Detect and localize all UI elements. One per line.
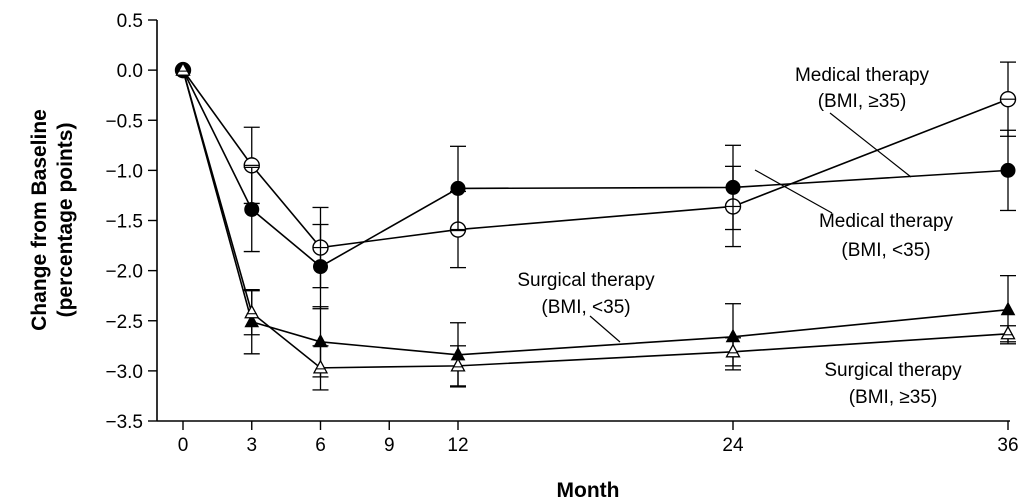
y-tick-label: −3.0 <box>105 362 143 383</box>
y-tick-label: 0.5 <box>117 11 143 32</box>
y-tick-label: −3.5 <box>105 412 143 433</box>
series-layer <box>174 61 1017 391</box>
x-axis-title: Month <box>557 479 620 502</box>
marker-triangle <box>244 304 260 319</box>
series-4 <box>175 61 1016 391</box>
leader-line <box>754 169 833 214</box>
series-label-1: Medical therapy (BMI, ≥35) <box>795 65 930 178</box>
series-line <box>182 69 1009 249</box>
series-label-2: Medical therapy (BMI, <35) <box>754 169 954 261</box>
y-tick-label: −2.5 <box>105 312 143 333</box>
marker-open-triangle <box>1000 325 1016 340</box>
leader-line <box>589 315 621 343</box>
series-label-line: Medical therapy <box>819 211 954 232</box>
x-tick-label: 12 <box>447 435 468 456</box>
x-tick-label: 36 <box>997 435 1018 456</box>
marker-filled-triangle <box>1000 301 1016 316</box>
marker-open-circle <box>243 157 260 174</box>
marker-filled-circle <box>725 179 741 195</box>
marker-open-triangle <box>175 61 191 76</box>
series-label-line: (BMI, <35) <box>541 297 630 318</box>
marker-triangle <box>725 343 741 358</box>
leader-line <box>829 112 912 178</box>
y-tick-label: −1.0 <box>105 161 143 182</box>
x-tick-label: 0 <box>178 435 189 456</box>
axes: 0.50.0−0.5−1.0−1.5−2.0−2.5−3.0−3.50 3 6 9 12… <box>105 11 1018 456</box>
marker-filled-circle <box>313 259 328 275</box>
series-2 <box>175 62 1016 310</box>
series-label-line: Medical therapy <box>795 65 930 86</box>
marker-filled-circle <box>1000 162 1016 178</box>
y-axis-title-line2: (percentage points) <box>54 123 77 318</box>
y-tick-label: −2.0 <box>105 262 143 283</box>
y-tick-label: 0.0 <box>117 61 143 82</box>
series-line <box>182 69 1009 369</box>
series-line <box>182 69 1009 268</box>
series-label-line: Surgical therapy <box>824 360 962 381</box>
marker-open-triangle <box>450 357 466 372</box>
y-tick-label: −1.5 <box>105 212 143 233</box>
marker-triangle <box>450 357 466 372</box>
series-label-3: Surgical therapy (BMI, <35) <box>517 270 655 343</box>
marker-open-triangle <box>244 304 260 319</box>
marker-open-triangle <box>725 343 741 358</box>
marker-filled-circle <box>244 201 260 217</box>
x-tick-label: 6 <box>315 435 326 456</box>
y-axis-title-line1: Change from Baseline <box>28 109 51 331</box>
marker-triangle <box>1000 325 1016 340</box>
y-tick-label: −0.5 <box>105 111 143 132</box>
series-label-line: (BMI, <35) <box>841 240 930 261</box>
x-tick-label: 24 <box>722 435 744 456</box>
marker-filled-circle <box>450 180 466 196</box>
series-label-line: (BMI, ≥35) <box>849 387 938 408</box>
marker-open-circle <box>999 90 1017 108</box>
x-tick-label: 9 <box>384 435 395 456</box>
annotations: Medical therapy(BMI, ≥35)Medical therapy… <box>517 65 962 408</box>
marker-triangle <box>312 359 329 374</box>
series-label-line: (BMI, ≥35) <box>818 91 907 112</box>
series-line <box>182 69 1009 356</box>
series-label-4: Surgical therapy (BMI, ≥35) <box>824 360 962 408</box>
series-label-line: Surgical therapy <box>517 270 655 291</box>
marker-open-triangle <box>312 359 329 374</box>
x-tick-label: 3 <box>246 435 257 456</box>
marker-triangle <box>175 61 191 76</box>
